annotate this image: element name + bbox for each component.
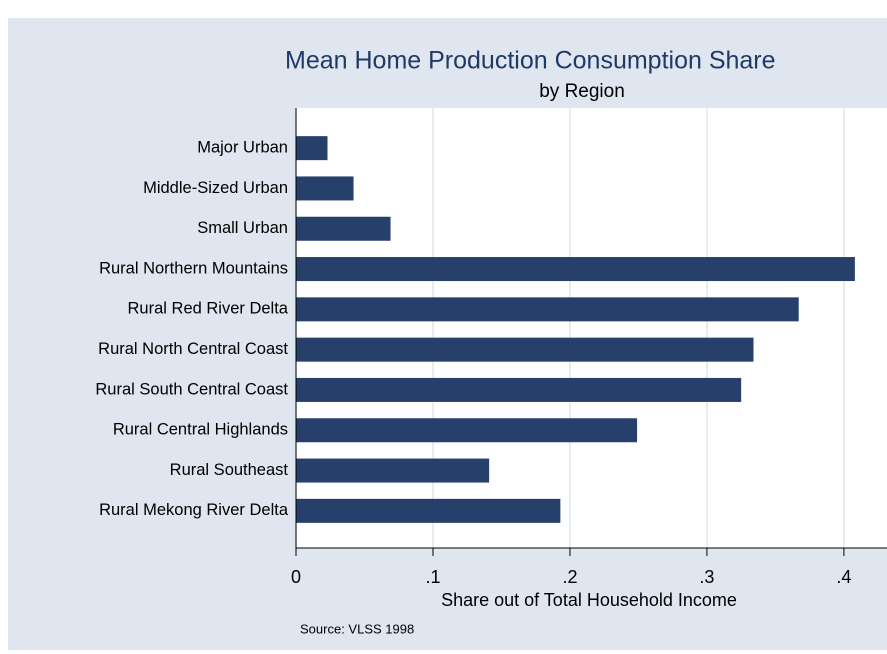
bar xyxy=(296,458,490,483)
x-tick-label: .2 xyxy=(562,567,577,587)
bar xyxy=(296,418,638,443)
y-tick-label: Rural Southeast xyxy=(170,461,289,479)
bar xyxy=(296,257,855,282)
bar xyxy=(296,176,354,201)
bar xyxy=(296,136,328,161)
source-note: Source: VLSS 1998 xyxy=(300,621,414,636)
y-tick-label: Rural South Central Coast xyxy=(95,380,288,398)
chart-subtitle: by Region xyxy=(539,81,625,102)
y-tick-label: Small Urban xyxy=(197,219,288,237)
y-tick-label: Rural Mekong River Delta xyxy=(99,501,289,519)
y-tick-label: Middle-Sized Urban xyxy=(143,179,288,197)
bar xyxy=(296,498,561,523)
x-axis-label: Share out of Total Household Income xyxy=(441,590,737,610)
y-tick-label: Rural Red River Delta xyxy=(128,300,289,318)
bar xyxy=(296,377,742,402)
y-tick-label: Rural Central Highlands xyxy=(113,421,288,439)
x-tick-label: .4 xyxy=(836,567,851,587)
x-tick-label: .1 xyxy=(425,567,440,587)
bar xyxy=(296,216,391,241)
x-tick-label: 0 xyxy=(291,567,301,587)
chart-title: Mean Home Production Consumption Share xyxy=(285,47,776,75)
y-tick-label: Rural North Central Coast xyxy=(98,340,288,358)
y-tick-label: Rural Northern Mountains xyxy=(99,259,288,277)
bar xyxy=(296,337,754,362)
y-tick-label: Major Urban xyxy=(197,139,288,157)
x-tick-label: .3 xyxy=(699,567,714,587)
bar xyxy=(296,297,799,322)
